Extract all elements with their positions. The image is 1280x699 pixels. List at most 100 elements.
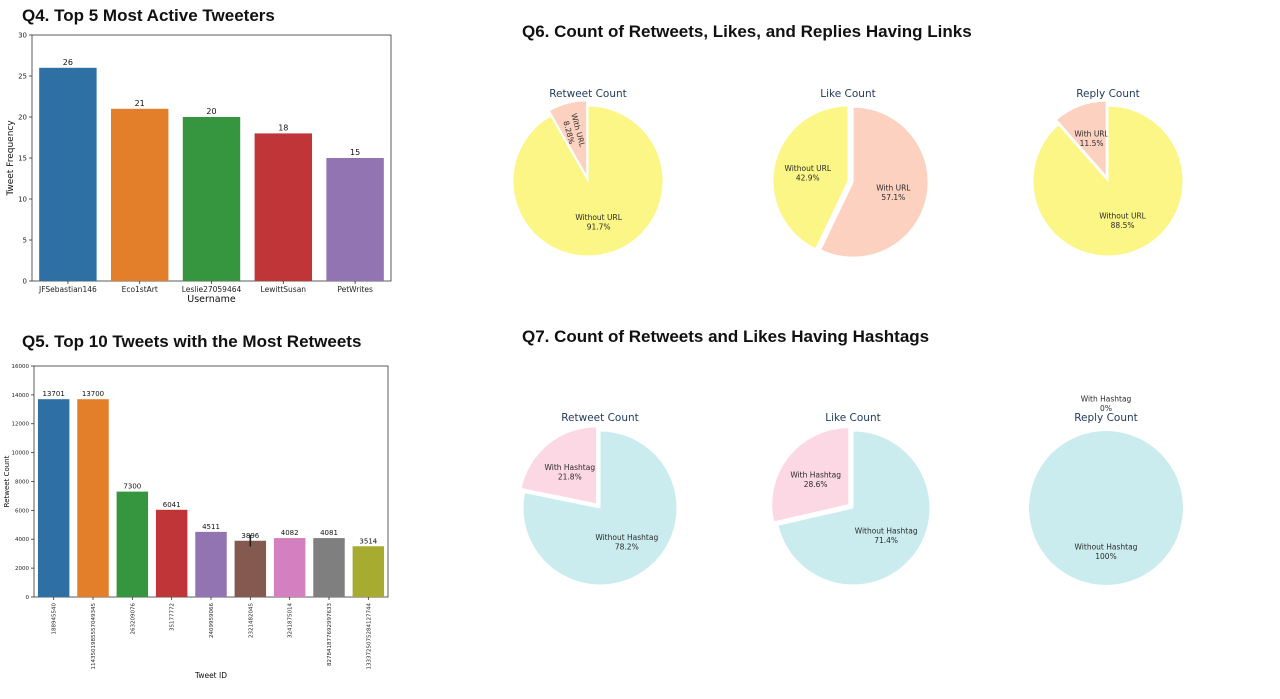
q4-category-label: Leslie27059464: [182, 285, 242, 294]
q5-value-label: 13701: [43, 390, 65, 398]
q6-reply-slice-pct: 11.5%: [1080, 139, 1104, 148]
q4-ytick-label: 0: [23, 277, 27, 285]
q6-like-slice-name: With URL: [876, 183, 911, 192]
q4-category-label: Eco1stArt: [122, 285, 158, 294]
q6-retweet-slice: [512, 105, 664, 257]
q7-retweet-title: Retweet Count: [561, 412, 639, 424]
q5-category-label: 263209076: [130, 603, 136, 635]
q5-category-label: 188945540: [52, 603, 58, 635]
q5-bar: [155, 509, 188, 597]
q7-retweet-slice-pct: 78.2%: [615, 542, 639, 551]
q6-heading: Q6. Count of Retweets, Likes, and Replie…: [522, 22, 972, 41]
q7-reply-title: Reply Count: [1074, 412, 1138, 424]
q5-ytick-label: 12000: [12, 422, 30, 428]
q4-bar: [110, 108, 169, 281]
q5-bar: [313, 538, 345, 597]
q7-retweet-slice: [520, 426, 598, 505]
q5-bar: [195, 531, 227, 597]
q7-like-slice-pct: 28.6%: [804, 480, 828, 489]
q6-reply-title: Reply Count: [1076, 88, 1140, 100]
q6-retweet-title: Retweet Count: [549, 88, 627, 100]
q4-value-label: 20: [206, 107, 216, 116]
q5-ytick-label: 4000: [15, 537, 29, 543]
q4-xlabel: Username: [187, 294, 236, 305]
q4-bar: [39, 67, 97, 281]
q4-ytick-label: 10: [18, 195, 27, 203]
q5-ytick-label: 16000: [12, 364, 30, 370]
q6-retweet-slice-pct: 91.7%: [587, 222, 611, 231]
q5-category-label: 1333725075284127744: [366, 603, 372, 670]
q5-ylabel: Retweet Count: [3, 455, 11, 507]
q4-value-label: 26: [63, 58, 73, 67]
q4-ylabel: Tweet Frequency: [6, 120, 16, 197]
q5-category-label: 1143501985557049345: [91, 603, 97, 670]
q7-like-slice: [777, 430, 931, 586]
q5-value-label: 4082: [281, 529, 299, 537]
q6-reply-slice-pct: 88.5%: [1111, 221, 1135, 230]
q4-heading: Q4. Top 5 Most Active Tweeters: [22, 6, 275, 25]
q7-like-slice-name: With Hashtag: [790, 470, 841, 479]
q4-value-label: 15: [350, 148, 360, 157]
q6-reply-slice-name: Without URL: [1099, 212, 1146, 221]
q7-reply-slice-name: Without Hashtag: [1075, 542, 1138, 551]
q5-value-label: 13700: [82, 390, 104, 398]
q5-bar: [116, 491, 149, 597]
q6-like-slice-name: Without URL: [784, 164, 831, 173]
q6-like-slice-pct: 57.1%: [881, 193, 905, 202]
q4-bar: [254, 133, 313, 281]
q5-ytick-label: 6000: [15, 508, 29, 514]
q5-ytick-label: 2000: [15, 566, 29, 572]
q4-ytick-label: 25: [18, 72, 27, 80]
q4-value-label: 21: [135, 99, 145, 108]
q5-value-label: 7300: [123, 483, 141, 491]
q4-category-label: PetWrites: [337, 285, 373, 294]
q5-category-label: 2321482045: [248, 603, 254, 638]
q5-value-label: 4081: [320, 529, 338, 537]
q7-retweet-slice-name: With Hashtag: [544, 463, 595, 472]
q6-retweet-slice: [548, 100, 588, 178]
q7-reply-slice-pct: 100%: [1095, 552, 1116, 561]
q5-ytick-label: 0: [26, 595, 30, 601]
q7-retweet-slice-name: Without Hashtag: [595, 533, 658, 542]
q7-heading: Q7. Count of Retweets and Likes Having H…: [522, 327, 930, 346]
q5-category-label: 3241875014: [288, 603, 294, 638]
q5-heading: Q5. Top 10 Tweets with the Most Retweets: [22, 332, 362, 351]
q5-ytick-label: 10000: [12, 451, 30, 457]
q6-like-slice: [820, 106, 929, 258]
q5-bar: [234, 540, 267, 597]
q6-like-slice-pct: 42.9%: [796, 173, 820, 182]
q5-bar-chart: 0 2000 4000 6000 8000 10000 12000 14000 16000 137…: [3, 364, 389, 680]
q5-category-label: 2409959066: [209, 603, 215, 638]
q7-like-title: Like Count: [825, 412, 880, 424]
q6-retweet-slice-name: Without URL: [575, 213, 622, 222]
q7-reply-slice-pct: 0%: [1100, 404, 1112, 413]
q5-value-label: 6041: [163, 501, 181, 509]
q6-reply-slice: [1055, 100, 1107, 178]
q7-like-slice: [771, 427, 850, 523]
q5-value-label: 4511: [202, 523, 220, 531]
q7-reply-slice: [1029, 431, 1183, 585]
q5-bar: [37, 399, 70, 597]
q4-ytick-label: 30: [18, 31, 27, 39]
q7-retweet-slice: [522, 430, 678, 586]
q5-ytick-label: 14000: [12, 393, 30, 399]
q5-ytick-label: 8000: [15, 479, 29, 485]
q5-bar: [77, 399, 109, 597]
q4-ytick-label: 5: [23, 236, 27, 244]
q7-like-slice-name: Without Hashtag: [855, 526, 918, 535]
